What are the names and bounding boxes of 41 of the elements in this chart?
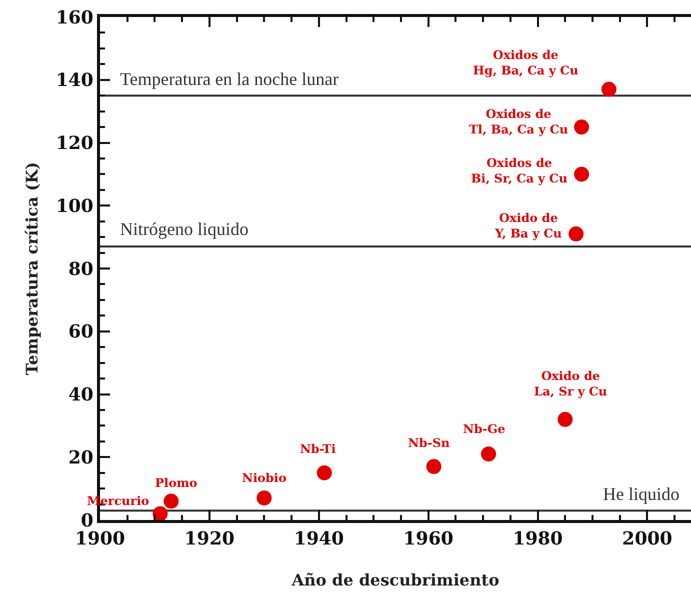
ref-line-label: Temperatura en la noche lunar [120,69,339,89]
y-tick-label: 160 [56,7,94,28]
ref-line-label: He liquido [603,484,680,504]
x-tick-label: 2000 [622,528,672,550]
annotation: Oxido de Y, Ba y Cu [494,211,562,241]
annotation: Oxidos de Hg, Ba, Ca y Cu [473,48,579,78]
annotation: Oxidos de Tl, Ba, Ca y Cu [469,107,568,137]
y-tick-label: 40 [68,384,94,406]
point [152,506,168,522]
y-tick-label: 0 [80,510,94,532]
annotation: Nb-Sn [408,436,450,450]
x-tick-label: 1920 [184,528,234,550]
y-tick-label: 100 [56,196,94,217]
x-tick-label: 1900 [74,528,126,550]
y-tick-label: 140 [56,70,94,92]
point [568,226,584,242]
point [256,490,272,506]
ref-line-label: Nitrógeno liquido [120,219,248,239]
point [164,494,179,509]
x-axis-title: Año de descubrimiento [290,570,500,590]
annotation: Niobio [242,471,286,485]
annotation: Nb-Ge [463,422,506,436]
y-tick-label: 120 [56,133,94,154]
annotation: Oxidos de Bi, Sr, Ca y Cu [471,156,568,186]
x-tick-label: 1960 [403,528,454,550]
point [574,166,590,182]
y-tick-label: 60 [68,322,94,343]
annotation: Nb-Ti [300,442,336,456]
point [601,82,616,97]
y-tick-label: 20 [68,447,94,468]
point [558,412,573,427]
point [426,459,442,474]
x-tick-label: 1980 [512,528,563,550]
y-axis-title: Temperatura crítica (K) [22,162,42,376]
annotation: Plomo [155,476,198,490]
annotation: Oxido de La, Sr y Cu [534,369,608,399]
point [316,465,332,480]
y-tick-label: 80 [68,258,94,280]
point [481,446,496,462]
point [574,120,590,135]
x-tick-label: 1940 [294,528,344,550]
